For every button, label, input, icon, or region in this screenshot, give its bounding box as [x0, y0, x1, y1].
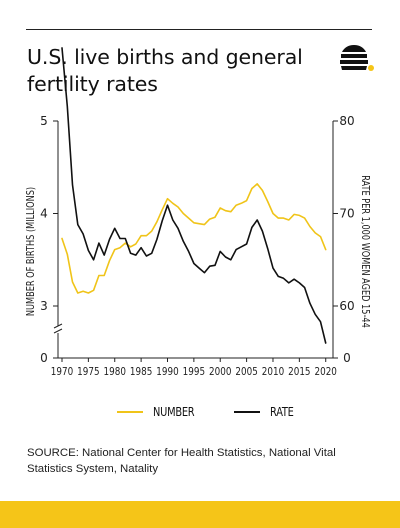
x-tick-label: 2000	[209, 366, 231, 378]
y-tick-label-left: 0	[40, 351, 48, 365]
logo-dot	[368, 65, 374, 71]
legend-label-number: NUMBER	[153, 405, 195, 419]
y-tick-label-right: 60	[339, 299, 354, 313]
legend-item-number: NUMBER	[117, 404, 203, 420]
y-tick-label-left: 4	[40, 207, 48, 221]
x-tick-label: 2015	[288, 366, 310, 378]
x-tick-label: 1980	[104, 366, 126, 378]
y-tick-label-left: 3	[40, 299, 48, 313]
y-tick-label-right: 70	[339, 207, 354, 221]
chart-title: U.S. live births and general fertility r…	[27, 45, 303, 96]
x-tick-label: 2010	[262, 366, 284, 378]
x-tick-label: 1995	[183, 366, 205, 378]
x-tick-label: 2020	[315, 366, 337, 378]
y-tick-label-right: 80	[339, 114, 354, 128]
top-rule	[26, 29, 372, 30]
axis-break-mark	[53, 328, 63, 334]
x-tick-label: 2005	[235, 366, 257, 378]
series-line-rate	[61, 47, 327, 344]
x-tick-label: 1970	[51, 366, 73, 378]
legend-swatch-number	[117, 411, 143, 413]
series-line-number	[61, 183, 327, 294]
legend-item-rate: RATE	[234, 404, 299, 420]
y-tick-label-left: 5	[40, 114, 48, 128]
legend-label-rate: RATE	[270, 405, 294, 419]
x-tick-label: 1990	[156, 366, 178, 378]
beehive-icon	[340, 45, 374, 71]
x-tick-label: 1975	[77, 366, 99, 378]
bottom-bar	[0, 501, 400, 528]
source-note: SOURCE: National Center for Health Stati…	[27, 447, 336, 475]
axis-break-gap	[54, 326, 62, 333]
x-tick-label: 1985	[130, 366, 152, 378]
y-axis-title-right: RATE PER 1,000 WOMEN AGED 15-44	[359, 175, 371, 328]
legend-swatch-rate	[234, 411, 260, 413]
y-tick-label-right: 0	[343, 351, 351, 365]
y-axis-title-left: NUMBER OF BIRTHS (MILLIONS)	[25, 187, 37, 316]
axis-break-mark	[53, 323, 63, 329]
